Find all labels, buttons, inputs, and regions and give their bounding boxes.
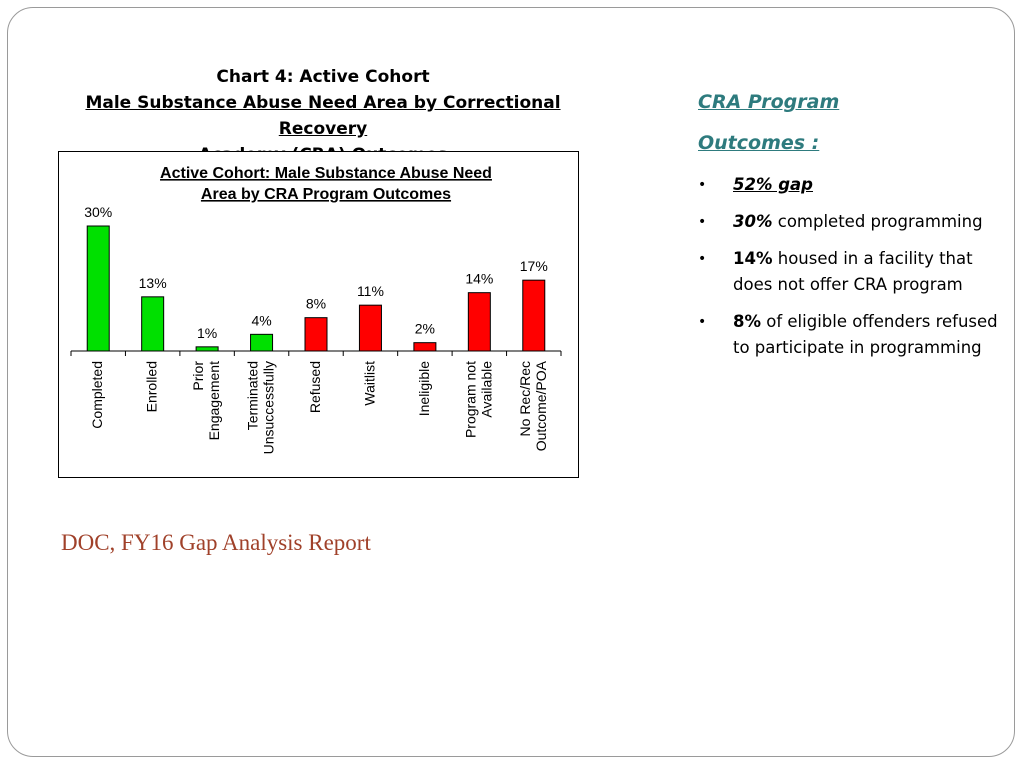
outcomes-list: • 52% gap • 30% completed programming • …	[698, 172, 1016, 361]
category-label: Refused	[307, 361, 323, 413]
category-label-line: Program not	[462, 361, 478, 438]
data-label: 30%	[84, 204, 112, 220]
data-label: 2%	[415, 321, 435, 337]
bullet-icon: •	[698, 314, 707, 330]
outcome-refused-percent: 8%	[733, 312, 762, 331]
bullet-icon: •	[698, 177, 707, 193]
bar	[195, 346, 219, 352]
category-label-line: Completed	[89, 361, 105, 429]
outcome-item: • 14% housed in a facility that does not…	[698, 246, 1016, 298]
outcome-item: • 30% completed programming	[698, 209, 1016, 235]
data-label: 13%	[139, 275, 167, 291]
bar	[467, 292, 491, 352]
category-label-line: Unsuccessfully	[261, 361, 277, 454]
outcome-housed-text: housed in a facility that does not offer…	[733, 249, 973, 294]
category-label-line: Ineligible	[416, 361, 432, 416]
outcome-gap-text: 52% gap	[733, 175, 813, 194]
category-label: Completed	[89, 361, 105, 429]
data-label: 17%	[520, 258, 548, 274]
category-label: Enrolled	[144, 361, 160, 412]
bar	[358, 304, 382, 352]
category-label-line: Available	[478, 361, 494, 418]
outcome-refused-text: of eligible offenders refused to partici…	[733, 312, 998, 357]
bullet-icon: •	[698, 251, 707, 267]
data-label: 8%	[306, 296, 326, 312]
outcome-item: • 8% of eligible offenders refused to pa…	[698, 309, 1016, 361]
data-label: 14%	[465, 271, 493, 287]
outcome-housed-percent: 14%	[733, 249, 773, 268]
outcome-completed-percent: 30%	[733, 212, 773, 231]
chart-heading-line-1: Chart 4: Active Cohort	[216, 67, 430, 87]
category-label: Waitlist	[361, 361, 377, 406]
category-label-line: Terminated	[245, 361, 261, 430]
bar	[141, 296, 165, 352]
outcome-completed-text: completed programming	[772, 212, 983, 231]
category-label-line: Outcome/POA	[533, 360, 549, 451]
category-label-line: Prior	[190, 361, 206, 391]
bar	[86, 225, 110, 352]
bar	[250, 333, 274, 352]
outcomes-heading-line-2: Outcomes :	[698, 132, 820, 154]
source-citation: DOC, FY16 Gap Analysis Report	[61, 530, 371, 555]
category-label-line: Engagement	[206, 361, 222, 441]
category-label: Program not Available	[462, 361, 494, 438]
category-label-line: Enrolled	[144, 361, 160, 412]
chart-title-line: Active Cohort: Male Substance Abuse Need	[160, 165, 492, 182]
bar	[522, 279, 546, 352]
outcomes-heading-line-1: CRA Program	[698, 91, 840, 113]
data-label: 4%	[251, 312, 271, 328]
category-label: No Rec/Rec Outcome/POA	[517, 360, 549, 451]
bullet-icon: •	[698, 214, 707, 230]
category-label-line: No Rec/Rec	[517, 361, 533, 436]
data-label: 11%	[357, 283, 384, 299]
category-label: Ineligible	[416, 361, 432, 416]
chart-heading: Chart 4: Active Cohort Male Substance Ab…	[50, 64, 596, 168]
category-label: Prior Engagement	[190, 361, 222, 441]
category-label: Terminated Unsuccessfully	[245, 361, 277, 454]
category-label-line: Refused	[307, 361, 323, 413]
chart-heading-line-2: Male Substance Abuse Need Area by Correc…	[85, 93, 561, 139]
outcome-item: • 52% gap	[698, 172, 1016, 198]
data-label: 1%	[197, 325, 217, 341]
bar-chart: Active Cohort: Male Substance Abuse Need…	[58, 151, 579, 478]
chart-title-line: Area by CRA Program Outcomes	[201, 186, 451, 203]
chart-svg: Active Cohort: Male Substance Abuse Need…	[70, 165, 562, 454]
bar	[304, 317, 328, 352]
outcomes-panel: CRA Program Outcomes : • 52% gap • 30% c…	[698, 82, 1016, 372]
bar	[413, 342, 437, 352]
category-label-line: Waitlist	[361, 361, 377, 406]
